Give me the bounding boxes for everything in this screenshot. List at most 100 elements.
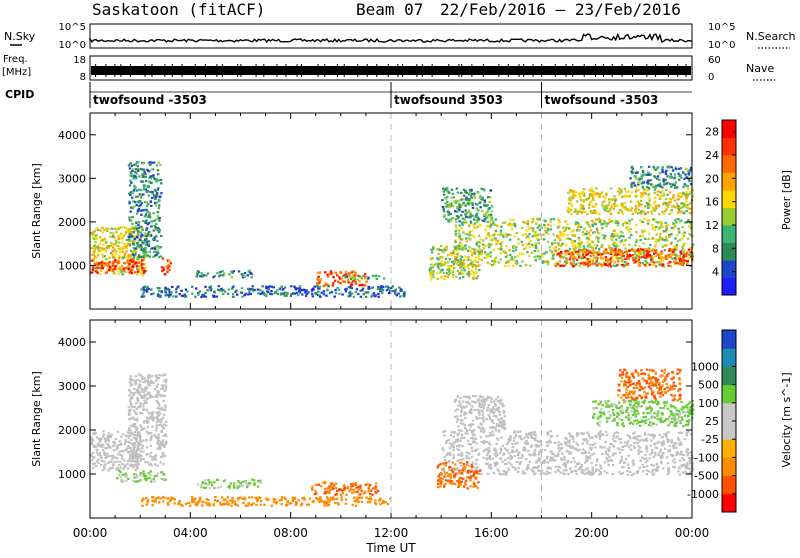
scatter-cell <box>379 498 381 500</box>
scatter-cell <box>688 193 690 195</box>
scatter-cell <box>634 251 636 253</box>
scatter-cell <box>135 225 137 227</box>
scatter-cell <box>688 257 690 259</box>
scatter-cell <box>282 288 284 290</box>
scatter-cell <box>538 242 540 244</box>
scatter-cell <box>639 460 641 462</box>
scatter-cell <box>635 224 637 226</box>
scatter-cell <box>631 172 633 174</box>
scatter-cell <box>319 286 321 288</box>
scatter-cell <box>355 291 357 293</box>
scatter-cell <box>338 289 340 291</box>
scatter-cell <box>576 251 578 253</box>
scatter-cell <box>157 402 159 404</box>
scatter-cell <box>260 504 262 506</box>
scatter-cell <box>154 455 156 457</box>
scatter-cell <box>141 234 143 236</box>
scatter-cell <box>487 473 489 475</box>
scatter-cell <box>670 265 672 267</box>
scatter-cell <box>147 223 149 225</box>
scatter-cell <box>559 265 561 267</box>
scatter-cell <box>576 229 578 231</box>
scatter-cell <box>666 456 668 458</box>
scatter-cell <box>133 392 135 394</box>
scatter-cell <box>656 167 658 169</box>
scatter-cell <box>458 209 460 211</box>
scatter-cell <box>132 424 134 426</box>
scatter-cell <box>248 290 250 292</box>
scatter-cell <box>648 166 650 168</box>
scatter-cell <box>135 461 137 463</box>
scatter-cell <box>663 183 665 185</box>
scatter-cell <box>167 504 169 506</box>
scatter-cell <box>128 432 130 434</box>
scatter-cell <box>118 464 120 466</box>
scatter-cell <box>135 464 137 466</box>
scatter-cell <box>603 237 605 239</box>
scatter-cell <box>578 239 580 241</box>
scatter-cell <box>624 261 626 263</box>
scatter-cell <box>676 262 678 264</box>
scatter-cell <box>126 463 128 465</box>
scatter-cell <box>612 253 614 255</box>
scatter-cell <box>242 481 244 483</box>
scatter-cell <box>453 196 455 198</box>
scatter-cell <box>94 256 96 258</box>
scatter-cell <box>260 500 262 502</box>
scatter-cell <box>635 260 637 262</box>
scatter-cell <box>321 292 323 294</box>
scatter-cell <box>605 248 607 250</box>
scatter-cell <box>221 496 223 498</box>
scatter-cell <box>136 434 138 436</box>
scatter-cell <box>589 189 591 191</box>
scatter-cell <box>467 256 469 258</box>
scatter-cell <box>355 505 357 507</box>
scatter-cell <box>312 295 314 297</box>
scatter-cell <box>319 498 321 500</box>
scatter-cell <box>160 179 162 181</box>
scatter-cell <box>115 468 117 470</box>
scatter-cell <box>477 192 479 194</box>
scatter-cell <box>640 213 642 215</box>
scatter-cell <box>448 205 450 207</box>
scatter-cell <box>92 467 94 469</box>
scatter-cell <box>281 496 283 498</box>
scatter-cell <box>351 271 353 273</box>
scatter-cell <box>309 498 311 500</box>
scatter-cell <box>670 243 672 245</box>
scatter-cell <box>640 451 642 453</box>
scatter-cell <box>119 266 121 268</box>
scatter-cell <box>153 220 155 222</box>
scatter-cell <box>504 265 506 267</box>
scatter-cell <box>568 202 570 204</box>
scatter-cell <box>204 482 206 484</box>
scatter-cell <box>117 245 119 247</box>
power-colorbar-tick-label: 8 <box>712 242 719 255</box>
scatter-cell <box>473 193 475 195</box>
scatter-cell <box>582 254 584 256</box>
scatter-cell <box>661 169 663 171</box>
scatter-cell <box>525 233 527 235</box>
scatter-cell <box>100 270 102 272</box>
scatter-cell <box>678 231 680 233</box>
scatter-cell <box>377 287 379 289</box>
scatter-cell <box>106 447 108 449</box>
scatter-cell <box>217 487 219 489</box>
scatter-cell <box>625 250 627 252</box>
scatter-cell <box>455 218 457 220</box>
scatter-cell <box>524 472 526 474</box>
scatter-cell <box>276 289 278 291</box>
scatter-cell <box>572 240 574 242</box>
scatter-cell <box>675 454 677 456</box>
scatter-cell <box>375 482 377 484</box>
scatter-cell <box>204 286 206 288</box>
scatter-cell <box>285 295 287 297</box>
scatter-cell <box>617 257 619 259</box>
scatter-cell <box>647 171 649 173</box>
scatter-cell <box>129 243 131 245</box>
scatter-cell <box>124 476 126 478</box>
scatter-cell <box>440 245 442 247</box>
scatter-cell <box>549 246 551 248</box>
scatter-cell <box>441 269 443 271</box>
scatter-cell <box>348 490 350 492</box>
